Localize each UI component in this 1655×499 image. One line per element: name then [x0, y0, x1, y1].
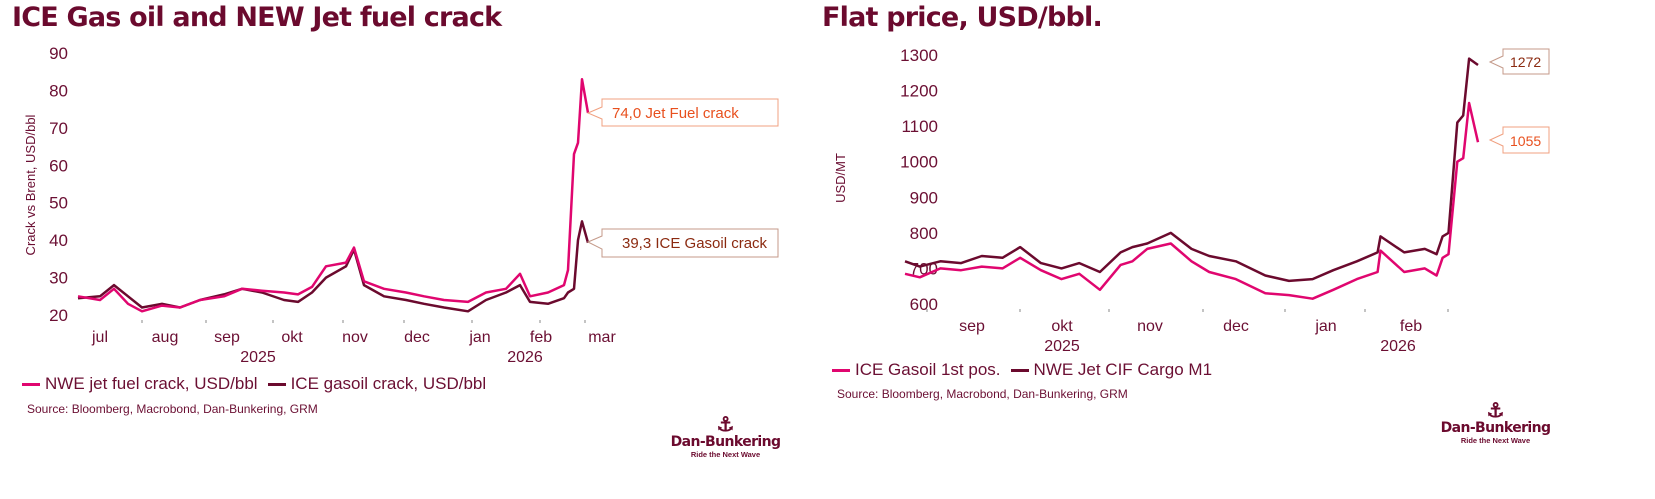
- svg-text:900: 900: [910, 188, 938, 207]
- legend-swatch-maroon: [1010, 368, 1029, 372]
- legend-swatch-maroon: [267, 382, 286, 386]
- legend-swatch-pink: [832, 368, 850, 372]
- svg-text:800: 800: [910, 224, 938, 243]
- svg-text:nov: nov: [1137, 318, 1163, 335]
- left-y-axis-label: Crack vs Brent, USD/bbl: [23, 114, 38, 255]
- legend-item-jet-fuel: NWE jet fuel crack, USD/bbl: [22, 374, 258, 394]
- svg-text:1055: 1055: [1510, 133, 1541, 149]
- callout-jet-fuel-crack: 74,0 Jet Fuel crack: [586, 98, 779, 127]
- svg-text:dec: dec: [404, 329, 430, 346]
- legend-item-gasoil: ICE gasoil crack, USD/bbl: [267, 374, 486, 394]
- left-chart-plot: Crack vs Brent, USD/bbl 20 30 40 50 60 70 80 90…: [23, 44, 779, 366]
- right-source-note: Source: Bloomberg, Macrobond, Dan-Bunker…: [837, 387, 1128, 401]
- svg-text:40: 40: [49, 231, 68, 250]
- svg-text:70: 70: [49, 119, 68, 138]
- legend-item-ice-gasoil: ICE Gasoil 1st pos.: [832, 360, 1001, 380]
- right-chart-panel: Flat price, USD/bbl. USD/MT 600 700 800 900…: [810, 0, 1655, 499]
- svg-text:feb: feb: [1400, 318, 1422, 335]
- right-logo: ⚓︎ Dan-Bunkering Ride the Next Wave: [1438, 400, 1553, 446]
- svg-text:feb: feb: [530, 329, 552, 346]
- svg-text:jan: jan: [1314, 318, 1336, 335]
- svg-text:sep: sep: [214, 329, 240, 346]
- svg-text:aug: aug: [152, 329, 179, 346]
- svg-text:20: 20: [49, 306, 68, 325]
- svg-text:jan: jan: [468, 329, 490, 346]
- right-chart-title: Flat price, USD/bbl.: [822, 2, 1103, 33]
- svg-text:2026: 2026: [1380, 338, 1416, 355]
- svg-text:80: 80: [49, 81, 68, 100]
- left-source-note: Source: Bloomberg, Macrobond, Dan-Bunker…: [27, 402, 318, 416]
- left-chart-title: ICE Gas oil and NEW Jet fuel crack: [12, 2, 502, 33]
- svg-text:mar: mar: [588, 329, 616, 346]
- left-legend: NWE jet fuel crack, USD/bbl ICE gasoil c…: [22, 374, 496, 394]
- right-x-ticks: sep okt nov dec jan feb 2025 2026: [926, 309, 1449, 355]
- svg-text:okt: okt: [281, 329, 303, 346]
- svg-text:jul: jul: [91, 329, 108, 346]
- left-x-ticks: jul aug sep okt nov dec jan feb mar 2025 2026: [91, 320, 616, 366]
- svg-text:2025: 2025: [240, 349, 276, 366]
- svg-text:1300: 1300: [900, 46, 938, 65]
- svg-text:dec: dec: [1223, 318, 1249, 335]
- left-logo: ⚓︎ Dan-Bunkering Ride the Next Wave: [668, 414, 783, 460]
- callout-jet-price: 1272: [1488, 48, 1550, 75]
- anchor-logo-icon: ⚓︎: [716, 414, 735, 436]
- legend-swatch-pink: [22, 382, 40, 386]
- svg-text:1000: 1000: [900, 153, 938, 172]
- svg-text:74,0 Jet Fuel crack: 74,0 Jet Fuel crack: [612, 105, 739, 122]
- svg-text:okt: okt: [1051, 318, 1073, 335]
- svg-text:30: 30: [49, 269, 68, 288]
- svg-text:2025: 2025: [1044, 338, 1080, 355]
- svg-text:2026: 2026: [507, 349, 543, 366]
- legend-item-nwe-jet: NWE Jet CIF Cargo M1: [1010, 360, 1212, 380]
- svg-text:90: 90: [49, 44, 68, 63]
- svg-text:600: 600: [910, 295, 938, 314]
- anchor-logo-icon: ⚓︎: [1486, 400, 1505, 422]
- left-series-lines: [77, 77, 590, 313]
- callout-ice-gasoil-crack: 39,3 ICE Gasoil crack: [586, 228, 779, 258]
- left-chart-panel: ICE Gas oil and NEW Jet fuel crack Crack…: [0, 0, 810, 499]
- right-series-lines: [904, 57, 1480, 300]
- callout-gasoil-price: 1055: [1488, 126, 1550, 154]
- svg-text:nov: nov: [342, 329, 368, 346]
- right-y-axis-label: USD/MT: [833, 153, 848, 203]
- svg-text:1200: 1200: [900, 82, 938, 101]
- svg-text:50: 50: [49, 194, 68, 213]
- svg-text:sep: sep: [959, 318, 985, 335]
- svg-text:1100: 1100: [901, 117, 938, 136]
- left-y-ticks: 20 30 40 50 60 70 80 90: [49, 44, 68, 325]
- svg-text:39,3 ICE Gasoil crack: 39,3 ICE Gasoil crack: [622, 235, 768, 252]
- svg-text:60: 60: [49, 156, 68, 175]
- svg-text:1272: 1272: [1510, 54, 1541, 70]
- right-legend: ICE Gasoil 1st pos. NWE Jet CIF Cargo M1: [832, 360, 1222, 380]
